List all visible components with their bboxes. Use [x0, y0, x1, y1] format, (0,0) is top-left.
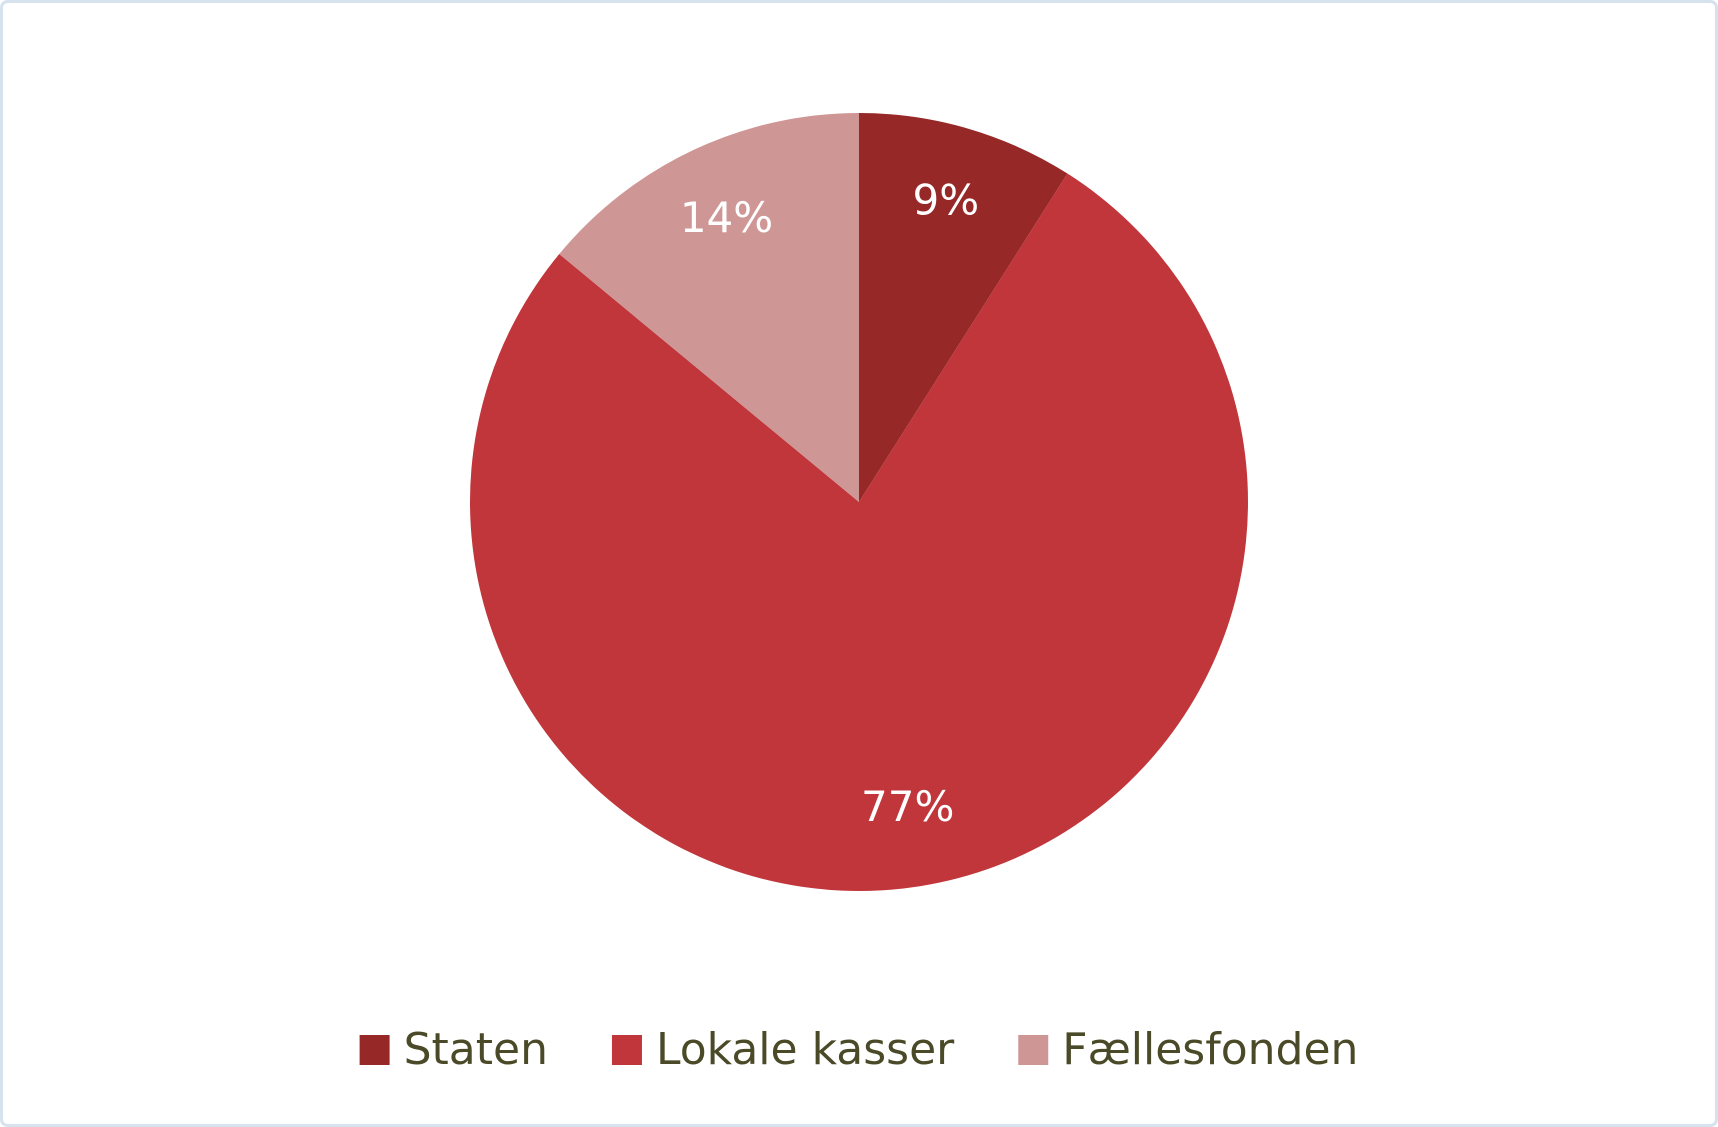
legend-label: Lokale kasser — [656, 1024, 955, 1075]
legend-label: Fællesfonden — [1062, 1024, 1358, 1075]
data-label: 14% — [680, 193, 773, 242]
legend-item: Fællesfonden — [1018, 1024, 1358, 1075]
legend-item: Lokale kasser — [611, 1024, 955, 1075]
pie-slice — [559, 113, 859, 502]
data-label: 9% — [913, 176, 980, 225]
legend-item: Staten — [359, 1024, 548, 1075]
legend-swatch — [359, 1035, 390, 1065]
legend-swatch — [1018, 1035, 1049, 1065]
pie-slice — [470, 173, 1248, 891]
legend-swatch — [611, 1035, 642, 1065]
data-label: 77% — [861, 782, 954, 831]
legend-label: Staten — [404, 1024, 548, 1075]
pie-slice — [859, 113, 1068, 502]
